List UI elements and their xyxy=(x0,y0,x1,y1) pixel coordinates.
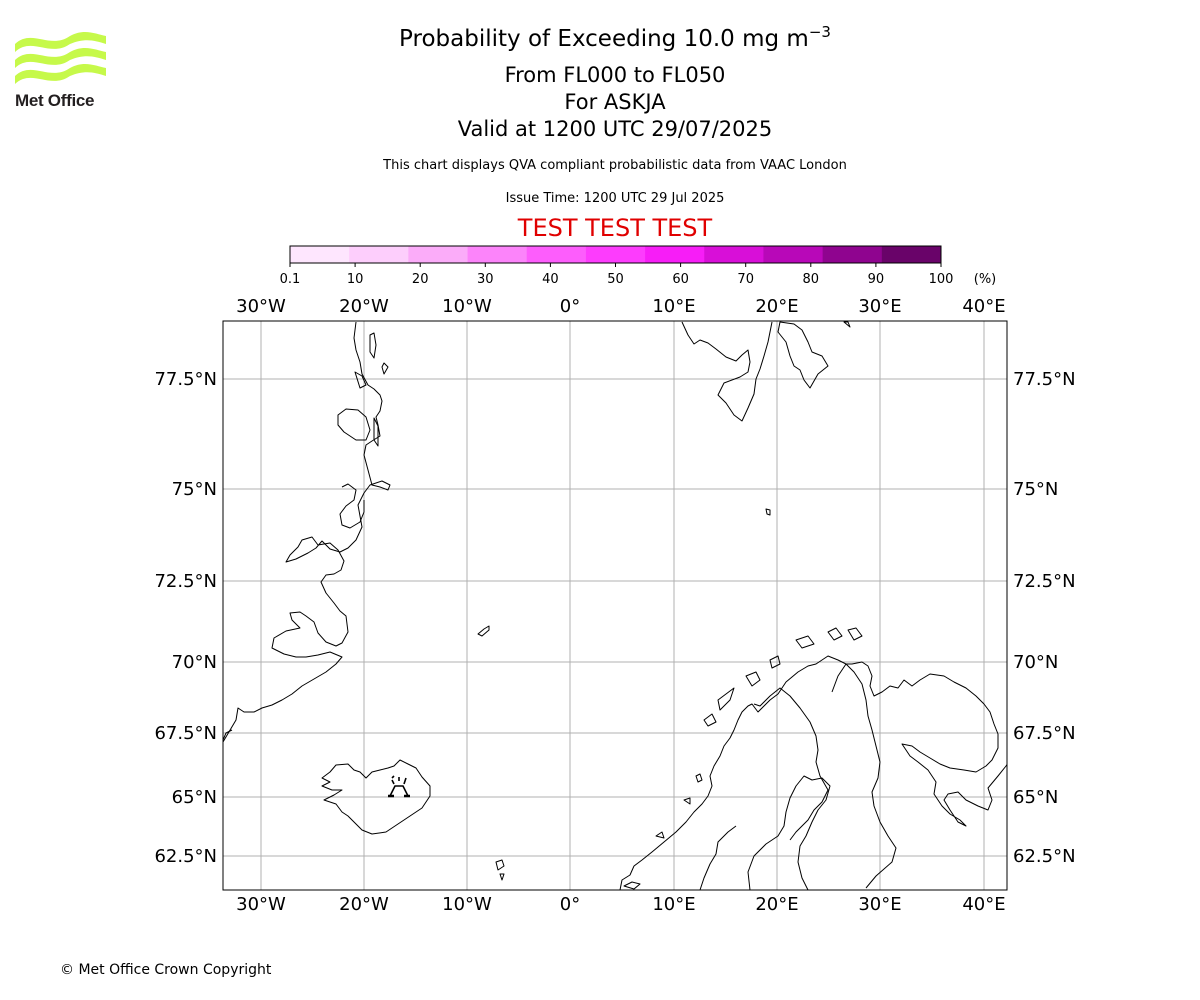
colorbar-segment xyxy=(822,246,883,263)
issue-time: Issue Time: 1200 UTC 29 Jul 2025 xyxy=(505,191,725,206)
coastline-iceland xyxy=(321,759,431,835)
valid-time: Valid at 1200 UTC 29/07/2025 xyxy=(457,117,773,141)
colorbar-segment xyxy=(763,246,824,263)
colorbar-unit: (%) xyxy=(974,272,997,287)
longitude-label-top: 0° xyxy=(560,296,580,317)
border-norway-sweden xyxy=(753,687,829,841)
latitude-label-left: 72.5°N xyxy=(154,571,217,592)
map-frame xyxy=(222,320,1008,891)
coastline-gulf-of-bothnia xyxy=(747,775,831,890)
latitude-label-right: 62.5°N xyxy=(1013,846,1076,867)
longitude-label-top: 10°E xyxy=(652,296,695,317)
colorbar-tick-label: 30 xyxy=(477,272,494,287)
coastline-greenland-island xyxy=(373,417,379,447)
test-banner: TEST TEST TEST xyxy=(517,214,713,242)
coastline-nordaustlandet xyxy=(777,321,829,389)
latitude-label-right: 65°N xyxy=(1013,787,1058,808)
longitude-label-top: 30°W xyxy=(236,296,286,317)
coastline-greenland-island xyxy=(381,362,389,375)
colorbar-tick-label: 40 xyxy=(542,272,559,287)
colorbar-tick-label: 20 xyxy=(412,272,429,287)
met-office-logo xyxy=(15,31,106,84)
colorbar-segment xyxy=(349,246,409,263)
latitude-label-left: 77.5°N xyxy=(154,369,217,390)
colorbar-tick-label: 50 xyxy=(607,272,624,287)
volcano-icon xyxy=(388,775,410,798)
longitude-label-top: 20°W xyxy=(339,296,389,317)
copyright-notice: © Met Office Crown Copyright xyxy=(60,962,272,978)
colorbar-tick-label: 80 xyxy=(803,272,820,287)
coastline-greenland-island xyxy=(337,408,371,441)
longitude-label-bottom: 40°E xyxy=(962,894,1005,915)
border-sweden-finland xyxy=(831,663,897,889)
coastline-faroe xyxy=(495,859,505,881)
longitude-label-bottom: 10°E xyxy=(652,894,695,915)
latitude-label-left: 65°N xyxy=(172,787,217,808)
latitude-label-left: 67.5°N xyxy=(154,723,217,744)
longitude-label-bottom: 20°W xyxy=(339,894,389,915)
chart-subtitle: This chart displays QVA compliant probab… xyxy=(383,158,847,173)
coastline-greenland-island xyxy=(369,332,377,359)
graticule: 30°W 30°W 20°W 20°W 10°W 10°W 0° 0° 10°E 10°E 20°E… xyxy=(154,296,1075,915)
colorbar-segment xyxy=(408,246,469,263)
longitude-label-bottom: 30°W xyxy=(236,894,286,915)
coastline-baltic xyxy=(699,825,737,890)
coastline-jan-mayen xyxy=(477,625,490,637)
latitude-label-left: 62.5°N xyxy=(154,846,217,867)
longitude-label-bottom: 0° xyxy=(560,894,580,915)
coastline-norway xyxy=(619,655,1007,890)
colorbar-tick-label: 90 xyxy=(868,272,885,287)
coastline-greenland xyxy=(223,321,391,743)
colorbar-segment xyxy=(585,246,646,263)
longitude-label-bottom: 10°W xyxy=(442,894,492,915)
longitude-label-top: 40°E xyxy=(962,296,1005,317)
colorbar-segment xyxy=(467,246,528,263)
longitude-label-top: 20°E xyxy=(755,296,798,317)
latitude-label-right: 77.5°N xyxy=(1013,369,1076,390)
colorbar-segment xyxy=(290,246,350,263)
flight-level-range: From FL000 to FL050 xyxy=(504,63,726,87)
coastline-svalbard-island xyxy=(843,321,851,328)
latitude-label-right: 75°N xyxy=(1013,479,1058,500)
volcano-name: For ASKJA xyxy=(564,90,666,114)
coastline-greenland-island xyxy=(354,371,367,389)
colorbar-tick-label: 10 xyxy=(347,272,364,287)
colorbar-tick-label: 60 xyxy=(672,272,689,287)
colorbar-segment xyxy=(881,246,942,263)
colorbar-tick-label: 70 xyxy=(737,272,754,287)
coastline-norway-islands xyxy=(717,627,863,711)
colorbar-tick-label: 0.1 xyxy=(280,272,301,287)
coastline-greenland-fjord xyxy=(339,483,365,529)
colorbar: 0.1 10 20 30 40 50 60 70 80 90 100 (%) xyxy=(280,245,997,287)
coastline-svalbard xyxy=(681,321,773,422)
latitude-label-right: 67.5°N xyxy=(1013,723,1076,744)
coastline-bear-island xyxy=(765,508,771,516)
latitude-label-left: 70°N xyxy=(172,652,217,673)
latitude-label-right: 72.5°N xyxy=(1013,571,1076,592)
colorbar-segment xyxy=(645,246,705,263)
map: 30°W 30°W 20°W 20°W 10°W 10°W 0° 0° 10°E 10°E 20°E… xyxy=(154,296,1075,915)
longitude-label-top: 10°W xyxy=(442,296,492,317)
colorbar-segment xyxy=(704,246,764,263)
latitude-label-left: 75°N xyxy=(172,479,217,500)
longitude-label-top: 30°E xyxy=(858,296,901,317)
coastline-greenland-south xyxy=(223,729,233,741)
longitude-label-bottom: 20°E xyxy=(755,894,798,915)
logo-text: Met Office xyxy=(15,91,95,110)
coastline-norway-islands xyxy=(623,713,717,890)
colorbar-segment xyxy=(526,246,587,263)
chart-title: Probability of Exceeding 10.0 mg m−3 xyxy=(399,23,831,52)
colorbar-tick-label: 100 xyxy=(929,272,954,287)
latitude-label-right: 70°N xyxy=(1013,652,1058,673)
longitude-label-bottom: 30°E xyxy=(858,894,901,915)
